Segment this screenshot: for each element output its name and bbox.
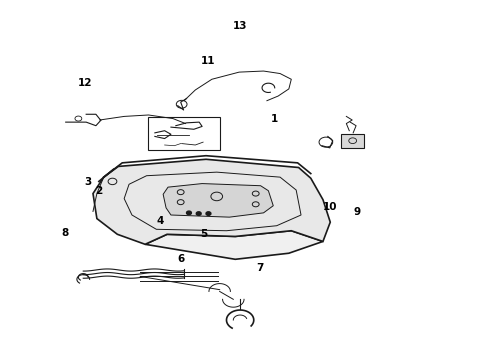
Circle shape [187,211,192,215]
Polygon shape [163,184,273,217]
Text: 3: 3 [84,177,92,187]
Text: 4: 4 [156,216,164,226]
Circle shape [196,212,201,215]
Text: 1: 1 [270,114,278,124]
Text: 2: 2 [95,186,102,196]
Text: 10: 10 [323,202,338,212]
Bar [147,117,220,150]
Bar [342,134,364,148]
Text: 8: 8 [61,228,68,238]
Polygon shape [93,159,330,244]
Text: 7: 7 [256,262,263,273]
Text: 13: 13 [233,21,247,31]
Text: 12: 12 [78,78,93,88]
Text: 5: 5 [200,229,207,239]
Text: 6: 6 [177,253,184,264]
Text: 9: 9 [353,207,361,217]
Circle shape [206,212,211,215]
Polygon shape [145,231,323,259]
Text: 11: 11 [201,57,216,66]
